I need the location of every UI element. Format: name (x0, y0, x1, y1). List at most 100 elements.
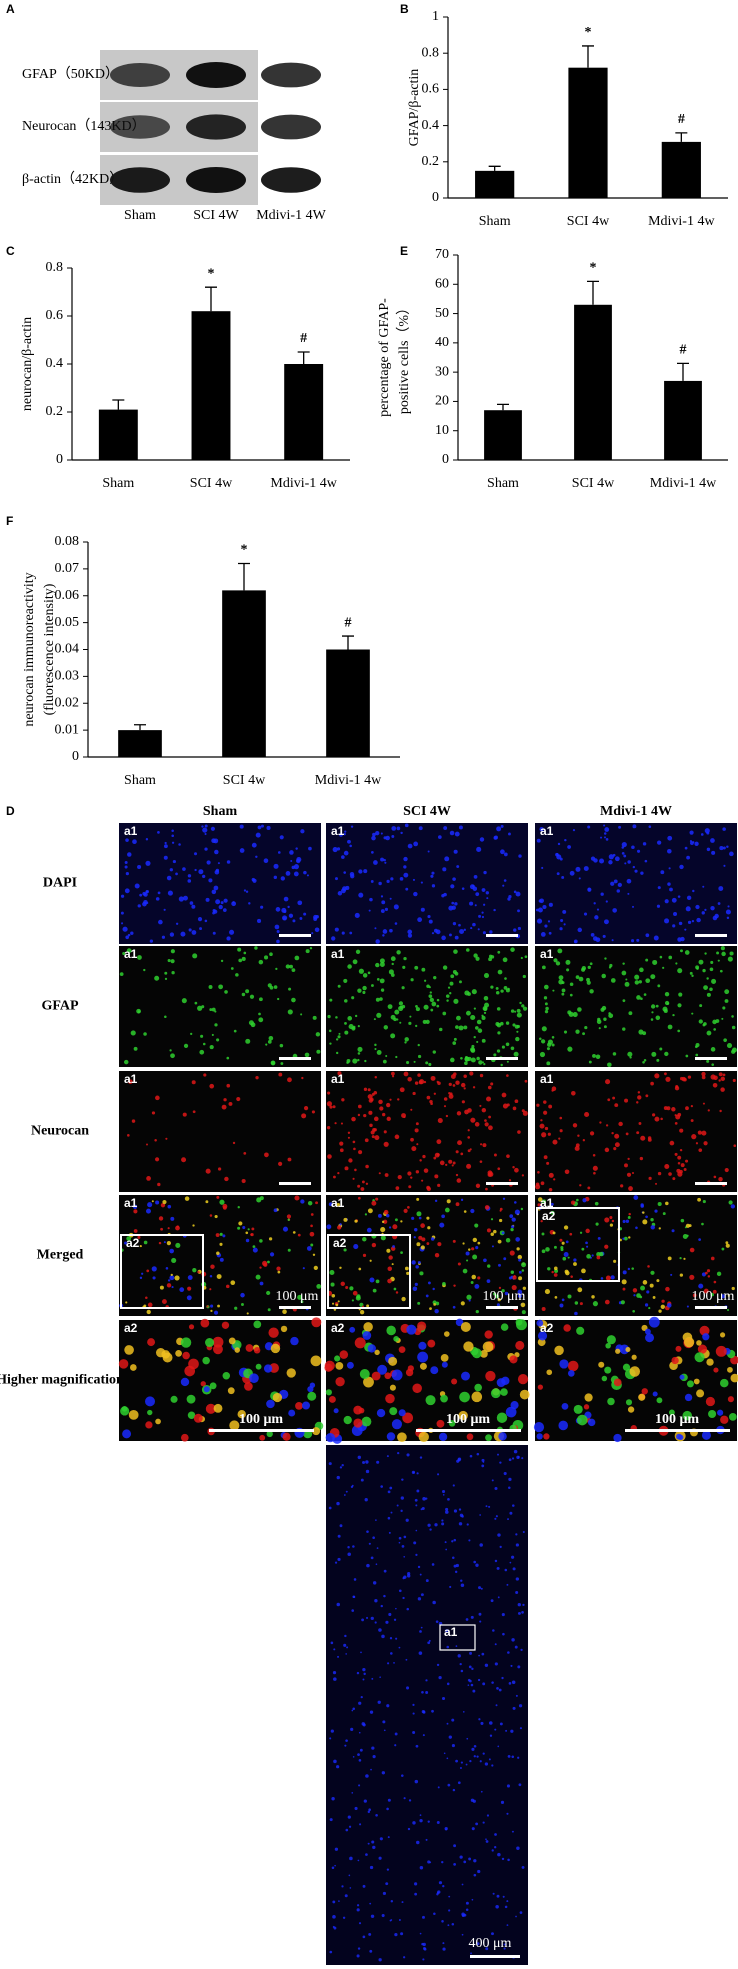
cell-dot (386, 1248, 391, 1253)
cell-dot (162, 1199, 167, 1205)
cell-dot (358, 1922, 362, 1925)
cell-dot (490, 1218, 494, 1221)
cell-dot (139, 1276, 143, 1280)
cell-dot (480, 1587, 483, 1590)
cell-dot (364, 1138, 369, 1143)
cell-dot (495, 986, 499, 990)
cell-dot (413, 1541, 417, 1545)
cell-dot (634, 869, 638, 873)
cell-dot (464, 1109, 469, 1115)
cell-dot (389, 1919, 392, 1922)
cell-dot (372, 1288, 377, 1293)
cell-dot (348, 1825, 352, 1828)
cell-dot (656, 840, 662, 845)
y-axis-label: neurocan immunoreactivity (22, 572, 37, 726)
micrograph-tile: a1 (326, 823, 528, 944)
cell-dot (416, 1242, 421, 1247)
cell-dot (626, 878, 632, 884)
cell-dot (618, 1121, 623, 1127)
cell-dot (297, 1233, 301, 1237)
cell-dot (171, 971, 175, 975)
cell-dot (352, 1756, 355, 1758)
tile-background (326, 823, 528, 944)
cell-dot (460, 1301, 465, 1306)
cell-dot (622, 1237, 625, 1240)
cell-dot (331, 1797, 335, 1801)
cell-dot (515, 891, 521, 897)
cell-dot (398, 1346, 406, 1354)
cell-dot (488, 1115, 492, 1119)
cell-dot (390, 1652, 393, 1655)
cell-dot (296, 858, 301, 864)
cell-dot (583, 866, 589, 872)
cell-dot (403, 1535, 407, 1539)
cell-dot (335, 1038, 339, 1041)
cell-dot (510, 947, 515, 952)
y-tick-label: 0.01 (55, 722, 80, 737)
cell-dot (436, 1663, 440, 1667)
cell-dot (697, 1344, 708, 1354)
cell-dot (706, 977, 709, 980)
cell-dot (555, 961, 561, 966)
cell-dot (491, 1479, 494, 1482)
cell-dot (685, 1106, 689, 1111)
cell-dot (353, 1244, 359, 1250)
cell-dot (287, 1218, 290, 1221)
cell-dot (430, 874, 434, 878)
cell-dot (362, 1461, 366, 1465)
cell-dot (402, 1577, 405, 1580)
cell-dot (369, 1865, 374, 1870)
cell-dot (512, 1275, 517, 1280)
cell-dot (206, 1305, 209, 1308)
cell-dot (721, 1247, 725, 1251)
cell-dot (689, 971, 693, 975)
cell-dot (495, 1704, 498, 1707)
cell-dot (339, 832, 343, 837)
cell-dot (701, 1071, 706, 1077)
cell-dot (366, 1304, 370, 1308)
cell-dot (602, 934, 606, 938)
cell-dot (610, 978, 616, 983)
cell-dot (592, 936, 598, 941)
cell-dot (645, 978, 651, 984)
cell-dot (459, 1391, 470, 1403)
cell-dot (400, 1509, 403, 1513)
cell-dot (541, 1039, 546, 1044)
cell-dot (416, 1472, 419, 1475)
cell-dot (457, 1262, 461, 1266)
cell-dot (686, 1305, 689, 1308)
cell-dot (200, 1034, 204, 1038)
cell-dot (191, 1080, 196, 1085)
cell-dot (226, 1056, 230, 1060)
cell-dot (479, 1514, 481, 1516)
tile-background (326, 1071, 528, 1192)
cell-dot (348, 1874, 351, 1877)
cell-dot (412, 1091, 416, 1096)
cell-dot (540, 932, 546, 937)
cell-dot (211, 1033, 214, 1037)
significance-mark: # (680, 343, 687, 358)
cell-dot (631, 905, 635, 908)
scale-label: 100 μm (483, 1289, 526, 1304)
cell-dot (222, 1372, 231, 1380)
cell-dot (312, 1427, 321, 1436)
cell-dot (347, 964, 352, 969)
cell-dot (120, 894, 125, 898)
cell-dot (311, 1110, 316, 1114)
cell-dot (504, 977, 507, 980)
y-tick-label: 1 (432, 9, 439, 24)
cell-dot (465, 1251, 470, 1256)
y-tick-label: 40 (435, 335, 449, 350)
cell-dot (330, 1641, 334, 1645)
cell-dot (378, 1099, 383, 1105)
bar (574, 304, 612, 460)
cell-dot (364, 1059, 367, 1063)
y-tick-label: 0 (442, 452, 449, 467)
cell-dot (573, 1404, 583, 1414)
cell-dot (239, 824, 244, 829)
cell-dot (419, 1362, 427, 1370)
cell-dot (419, 1456, 423, 1459)
cell-dot (656, 904, 661, 908)
cell-dot (469, 901, 474, 906)
cell-dot (500, 1323, 509, 1331)
